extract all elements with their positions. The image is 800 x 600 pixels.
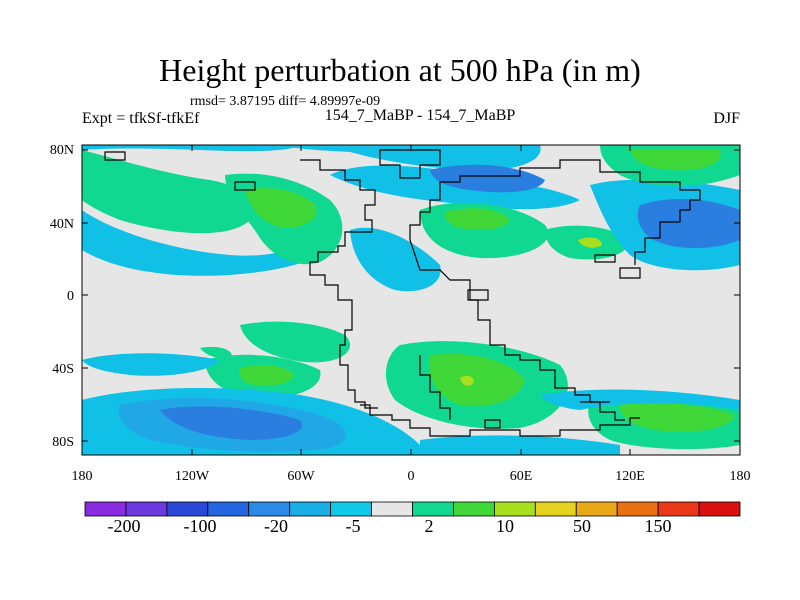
contour-yellow-si <box>460 375 474 386</box>
coast-islands-1 <box>594 254 616 263</box>
contour-greendark-aus <box>619 403 735 432</box>
colorbar-label: 10 <box>496 516 514 536</box>
colorbar-swatch <box>207 501 250 517</box>
contour-green-sw2 <box>200 346 232 358</box>
colorbar-swatch <box>289 501 332 517</box>
experiment-label: Expt = tfkSf-tfkEf <box>82 110 200 127</box>
colorbar-label: 2 <box>425 516 434 536</box>
colorbar-label: -200 <box>108 516 141 536</box>
colorbar-label: 150 <box>645 516 672 536</box>
lat-tick-label: 40N <box>50 217 74 232</box>
coast-greenland <box>379 149 441 179</box>
contour-greendark-ne <box>630 150 721 171</box>
colorbar-label: -20 <box>264 516 288 536</box>
contour-cyan-arctic <box>82 145 300 152</box>
coast-south-america <box>419 355 451 420</box>
colorbar-swatch <box>657 501 700 517</box>
colorbar-swatch <box>698 501 741 517</box>
contour-yellow-indo <box>578 237 602 248</box>
lat-tick-label: 80S <box>52 435 74 450</box>
contour-green-sp <box>240 321 351 363</box>
lon-tick-label: 120E <box>615 469 645 484</box>
colorbar-labels: -200 -100 -20 -5 2 10 50 150 <box>108 516 672 536</box>
coast-north-america <box>300 159 378 409</box>
contour-cyan-asia <box>350 227 441 292</box>
colorbar-swatch <box>371 501 413 517</box>
coast-islands-6 <box>484 419 501 429</box>
coast-islands-3 <box>467 289 489 301</box>
colorbar-swatch <box>166 501 209 517</box>
contour-greendark-si <box>429 353 525 407</box>
colorbar-swatch <box>616 501 659 517</box>
contour-field <box>82 145 740 455</box>
coast-islands-2 <box>619 267 641 279</box>
colorbar-label: -100 <box>184 516 217 536</box>
lon-tick-label: 60E <box>510 469 533 484</box>
lat-tick-label: 40S <box>52 362 74 377</box>
lon-tick-label: 0 <box>408 469 415 484</box>
colorbar-label: -5 <box>346 516 361 536</box>
colorbar-swatch <box>575 501 618 517</box>
lat-tick-label: 80N <box>50 143 74 158</box>
colorbar-swatch <box>125 501 168 517</box>
colorbar-swatch <box>84 501 127 517</box>
stats-label: rmsd= 3.87195 diff= 4.89997e-09 <box>190 94 381 109</box>
axis-ticks <box>81 145 741 455</box>
contour-greendark-sa <box>239 364 295 386</box>
colorbar-swatch <box>534 501 577 517</box>
comparison-label: 154_7_MaBP - 154_7_MaBP <box>324 107 516 124</box>
coast-islands-5 <box>234 181 256 191</box>
colorbar-swatch <box>412 501 454 517</box>
colorbar-swatch <box>330 501 372 517</box>
coastlines <box>104 149 701 437</box>
coast-australia <box>580 401 625 421</box>
contour-darkblue-so <box>160 406 303 440</box>
colorbar-swatch <box>248 501 291 517</box>
lat-axis-labels: 80N 40N 0 40S 80S <box>50 143 74 450</box>
coast-africa <box>409 239 610 403</box>
season-label: DJF <box>713 110 740 127</box>
contour-cyan-sw <box>82 353 220 376</box>
contour-cyan-ant <box>420 435 620 455</box>
contour-greendark-asia <box>444 208 510 230</box>
lon-tick-label: 60W <box>287 469 315 484</box>
contour-blue-pac <box>637 198 740 249</box>
contour-cyan-atl <box>280 145 541 171</box>
chart-title: Height perturbation at 500 hPa (in m) <box>159 52 641 88</box>
coast-antarctica <box>360 404 640 437</box>
contour-cyan-nw <box>82 210 310 276</box>
lon-tick-label: 180 <box>72 469 93 484</box>
coast-islands-4 <box>104 151 126 161</box>
contour-greendark-na <box>245 188 317 228</box>
contour-green-nw <box>82 150 253 234</box>
coast-eurasia <box>409 159 701 265</box>
lat-tick-label: 0 <box>67 289 74 304</box>
lon-axis-labels: 180 120W 60W 0 60E 120E 180 <box>72 469 751 484</box>
colorbar-swatch <box>493 501 536 517</box>
colorbar <box>84 501 741 517</box>
contour-blue-eur <box>430 164 545 193</box>
lon-tick-label: 180 <box>730 469 751 484</box>
colorbar-swatch <box>453 501 495 517</box>
colorbar-label: 50 <box>573 516 591 536</box>
lon-tick-label: 120W <box>175 469 210 484</box>
